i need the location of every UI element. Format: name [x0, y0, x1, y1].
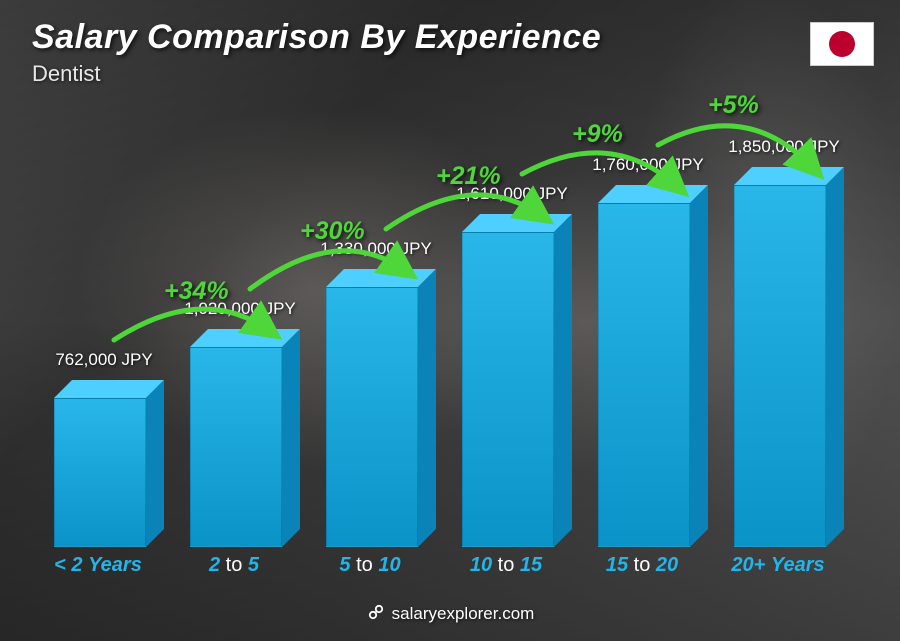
bar-side-face [554, 214, 572, 547]
pct-label-2: +30% [300, 217, 365, 246]
bar-cube [462, 232, 554, 547]
header: Salary Comparison By Experience Dentist [32, 18, 601, 87]
pct-label-3: +21% [436, 162, 501, 191]
bar-front [734, 185, 826, 547]
flag-circle-icon [829, 31, 855, 57]
chart-subtitle: Dentist [32, 61, 601, 87]
bar-value-label: 1,850,000 JPY [704, 137, 864, 157]
logo-icon [366, 602, 386, 627]
bar-value-label: 1,760,000 JPY [568, 155, 728, 175]
bar-front [598, 203, 690, 547]
chart-title: Salary Comparison By Experience [32, 18, 601, 57]
pct-label-5: +5% [708, 91, 759, 120]
bar-front [54, 398, 146, 547]
x-label-4: 15 to 20 [574, 554, 710, 577]
country-flag-japan [810, 22, 874, 66]
bar-front [326, 287, 418, 547]
chart-area: < 2 Years762,000 JPY2 to 51,020,000 JPY5… [30, 93, 850, 573]
bar-value-label: 762,000 JPY [24, 350, 184, 370]
bar-side-face [418, 269, 436, 547]
bar-front [462, 232, 554, 547]
bar-side-face [826, 167, 844, 547]
bar-side-face [146, 380, 164, 547]
bar-cube [190, 347, 282, 547]
bar-side-face [282, 329, 300, 547]
pct-label-1: +34% [164, 277, 229, 306]
pct-label-4: +9% [572, 120, 623, 149]
bar-front [190, 347, 282, 547]
chart-container: Salary Comparison By Experience Dentist … [0, 0, 900, 641]
bar-cube [326, 287, 418, 547]
x-label-5: 20+ Years [710, 554, 846, 577]
footer-site: salaryexplorer.com [392, 604, 535, 623]
footer: salaryexplorer.com [0, 602, 900, 627]
x-label-3: 10 to 15 [438, 554, 574, 577]
bar-side-face [690, 185, 708, 547]
bar-cube [54, 398, 146, 547]
x-label-2: 5 to 10 [302, 554, 438, 577]
bar-cube [734, 185, 826, 547]
x-label-0: < 2 Years [30, 554, 166, 577]
x-label-1: 2 to 5 [166, 554, 302, 577]
bar-cube [598, 203, 690, 547]
